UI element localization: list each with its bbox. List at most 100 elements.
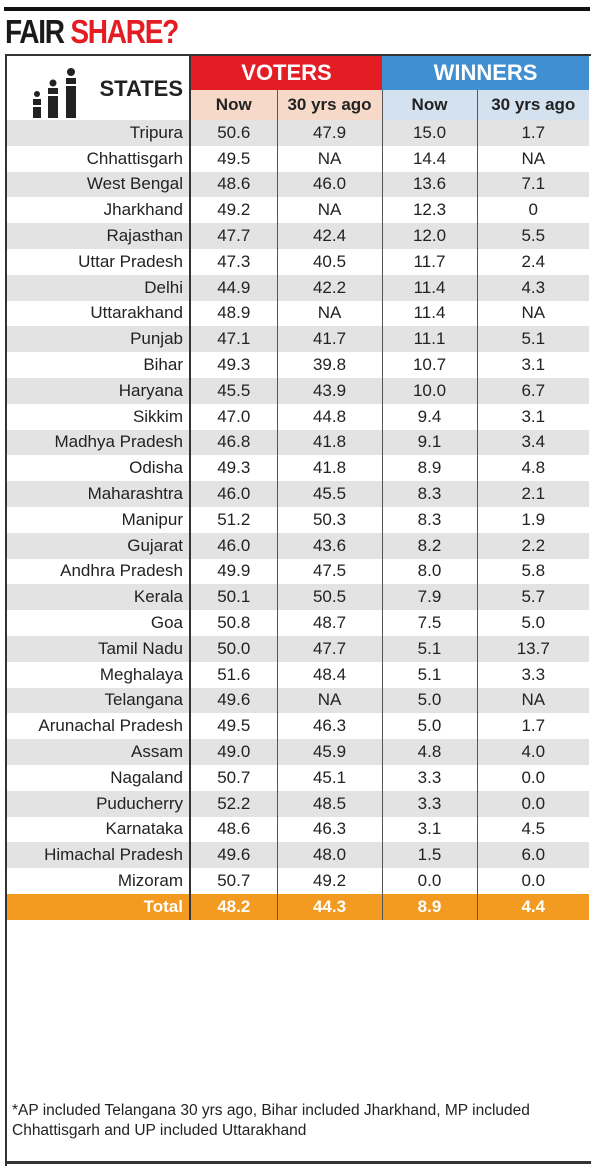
- voters-now-cell: 49.3: [190, 455, 278, 482]
- voters-now-cell: 49.3: [190, 352, 278, 378]
- winners-now-cell: 5.1: [382, 635, 478, 662]
- state-name-cell: Haryana: [7, 377, 191, 404]
- table-row: Uttar Pradesh 47.3 40.5 11.7 2.4: [7, 248, 589, 275]
- winners-now-cell: 13.6: [382, 171, 478, 198]
- state-name-cell: Uttar Pradesh: [7, 248, 191, 275]
- voters-30yrs-ago-cell: 45.1: [277, 764, 383, 791]
- state-name-cell: Karnataka: [7, 816, 191, 843]
- state-name-cell: Uttarakhand: [7, 300, 191, 327]
- voters-30yrs-ago-cell: 50.5: [277, 584, 383, 611]
- top-rule: [4, 7, 590, 11]
- voters-now-cell: 49.6: [190, 687, 278, 714]
- voters-now-cell: 46.0: [190, 532, 278, 559]
- state-name-cell: Goa: [7, 610, 191, 636]
- winners-30yrs-ago-cell: 6.7: [477, 377, 590, 404]
- winners-now-cell: 9.4: [382, 403, 478, 430]
- table-row: Rajasthan 47.7 42.4 12.0 5.5: [7, 223, 590, 249]
- table-row: Odisha 49.3 41.8 8.9 4.8: [7, 455, 589, 482]
- winners-30yrs-ago-cell: 0.0: [477, 790, 590, 817]
- table-row: Mizoram 50.7 49.2 0.0 0.0: [7, 868, 589, 894]
- table-row: Chhattisgarh 49.5 NA 14.4 NA: [7, 145, 589, 172]
- voters-30yrs-ago-cell: 46.3: [277, 713, 383, 740]
- winners-30yrs-ago-cell: 3.4: [477, 429, 590, 456]
- voters-now-cell: 47.0: [190, 403, 278, 430]
- voters-30yrs-ago-cell: NA: [277, 197, 383, 224]
- voters-header: VOTERS: [190, 56, 382, 90]
- voters-now-cell: 47.1: [190, 326, 278, 353]
- winners-now-cell: 5.1: [382, 661, 478, 688]
- table-row: Haryana 45.5 43.9 10.0 6.7: [7, 377, 590, 404]
- winners-now-cell: 9.1: [382, 429, 478, 456]
- voters-30yrs-ago-cell: 40.5: [277, 248, 383, 275]
- voters-now-cell: 48.6: [190, 171, 278, 198]
- winners-30yrs-ago-cell: 5.8: [521, 561, 546, 581]
- state-name-cell: Sikkim: [7, 403, 191, 430]
- state-name-cell: Jharkhand: [7, 197, 191, 224]
- winners-now-cell: 7.5: [382, 610, 478, 636]
- voters-now-cell: 51.6: [190, 661, 278, 688]
- winners-30yrs-ago-cell: 13.7: [477, 635, 590, 662]
- voters-ago-header: 30 yrs ago: [277, 90, 383, 120]
- state-name-cell: Andhra Pradesh: [7, 558, 191, 585]
- winners-30yrs-ago-cell: NA: [521, 148, 546, 168]
- winners-now-cell: 3.3: [382, 764, 478, 791]
- voters-now-cell: 50.1: [190, 584, 278, 611]
- table-row: Delhi 44.9 42.2 11.4 4.3: [7, 274, 590, 301]
- winners-30yrs-ago-cell: 2.2: [477, 532, 590, 559]
- table-row: Tamil Nadu 50.0 47.7 5.1 13.7: [7, 635, 590, 662]
- state-name-cell: Himachal Pradesh: [7, 842, 191, 869]
- voters-now-cell: 48.9: [190, 300, 278, 327]
- winners-now-cell: 8.2: [382, 532, 478, 559]
- state-name-cell: Telangana: [7, 687, 191, 714]
- winners-now-cell: 5.0: [382, 687, 478, 714]
- winners-30yrs-ago-cell: 4.0: [477, 739, 590, 765]
- states-header-cell: STATES: [7, 56, 191, 120]
- winners-30yrs-ago-cell: 0.0: [521, 871, 546, 890]
- voters-now-cell: 52.2: [190, 790, 278, 817]
- voters-30yrs-ago-cell: 48.5: [277, 790, 383, 817]
- winners-30yrs-ago-cell: 2.1: [477, 481, 590, 507]
- state-name-cell: Total: [7, 893, 191, 920]
- state-name-cell: Bihar: [7, 352, 191, 378]
- voters-30yrs-ago-cell: NA: [277, 687, 383, 714]
- voters-30yrs-ago-cell: 48.0: [277, 842, 383, 869]
- winners-now-cell: 11.4: [382, 274, 478, 301]
- table-row: Bihar 49.3 39.8 10.7 3.1: [7, 352, 589, 378]
- voters-now-cell: 50.6: [190, 120, 278, 146]
- state-name-cell: Madhya Pradesh: [7, 429, 191, 456]
- voters-now-header: Now: [190, 90, 278, 120]
- state-name-cell: West Bengal: [7, 171, 191, 198]
- winners-30yrs-ago-cell: NA: [521, 303, 546, 323]
- winners-30yrs-ago-cell: 5.0: [521, 613, 546, 633]
- table-row: Jharkhand 49.2 NA 12.3 0: [7, 197, 589, 224]
- voters-30yrs-ago-cell: 47.5: [277, 558, 383, 585]
- winners-30yrs-ago-cell: 5.1: [477, 326, 590, 353]
- voters-30yrs-ago-cell: 45.9: [277, 739, 383, 765]
- winners-30yrs-ago-cell: 5.5: [477, 223, 590, 249]
- table-row: Manipur 51.2 50.3 8.3 1.9: [7, 506, 589, 533]
- state-name-cell: Odisha: [7, 455, 191, 482]
- state-name-cell: Puducherry: [7, 790, 191, 817]
- voters-30yrs-ago-cell: 46.3: [277, 816, 383, 843]
- voters-30yrs-ago-cell: 42.2: [277, 274, 383, 301]
- people-bar-chart-icon: [33, 68, 76, 118]
- voters-30yrs-ago-cell: 41.8: [277, 429, 383, 456]
- winners-now-cell: 11.7: [382, 248, 478, 275]
- state-name-cell: Tripura: [7, 120, 191, 146]
- table-row: Assam 49.0 45.9 4.8 4.0: [7, 739, 590, 765]
- winners-now-cell: 11.1: [382, 326, 478, 353]
- table-row: Meghalaya 51.6 48.4 5.1 3.3: [7, 661, 589, 688]
- state-name-cell: Rajasthan: [7, 223, 191, 249]
- voters-now-cell: 50.7: [190, 868, 278, 894]
- voters-now-cell: 44.9: [190, 274, 278, 301]
- winners-30yrs-ago-cell: 2.4: [521, 251, 546, 271]
- state-name-cell: Kerala: [7, 584, 191, 611]
- winners-now-cell: 3.1: [382, 816, 478, 843]
- total-row: Total 48.2 44.3 8.9 4.4: [7, 893, 590, 920]
- winners-30yrs-ago-cell: 4.4: [477, 893, 590, 920]
- winners-30yrs-ago-cell: 5.7: [477, 584, 590, 611]
- state-name-cell: Delhi: [7, 274, 191, 301]
- title-part1: FAIR: [5, 13, 65, 50]
- winners-30yrs-ago-cell: 0.0: [521, 767, 546, 787]
